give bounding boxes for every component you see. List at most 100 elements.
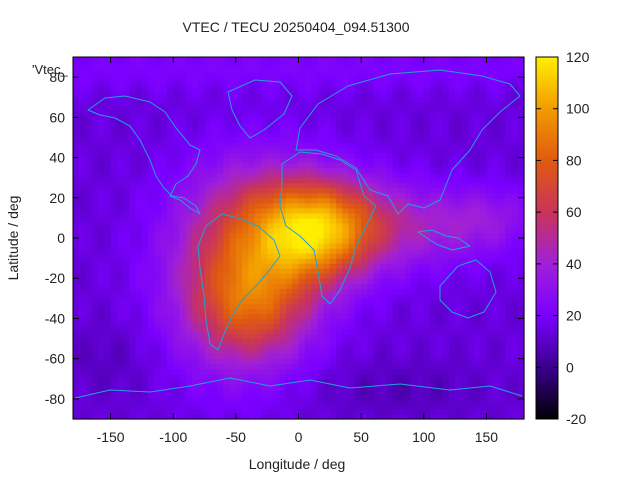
heatmap-cell — [185, 283, 193, 289]
heatmap-cell — [442, 253, 450, 259]
heatmap-cell — [304, 243, 312, 249]
heatmap-cell — [298, 338, 306, 345]
heatmap-cell — [398, 152, 406, 159]
heatmap-cell — [98, 102, 105, 108]
heatmap-cell — [248, 102, 256, 108]
heatmap-cell — [304, 263, 312, 269]
heatmap-cell — [498, 157, 506, 164]
heatmap-cell — [423, 238, 431, 244]
heatmap-cell — [304, 373, 312, 380]
heatmap-cell — [379, 338, 387, 345]
heatmap-cell — [273, 288, 281, 294]
heatmap-cell — [379, 157, 387, 164]
heatmap-cell — [423, 263, 431, 269]
heatmap-cell — [367, 227, 375, 234]
heatmap-cell — [517, 117, 525, 123]
heatmap-cell — [210, 232, 218, 239]
heatmap-cell — [123, 172, 130, 179]
heatmap-cell — [361, 368, 368, 375]
heatmap-cell — [185, 333, 193, 340]
heatmap-cell — [348, 383, 356, 390]
heatmap-cell — [116, 152, 124, 159]
heatmap-cell — [192, 182, 199, 189]
heatmap-cell — [160, 162, 168, 169]
heatmap-cell — [436, 112, 444, 118]
heatmap-cell — [448, 132, 456, 139]
heatmap-cell — [304, 368, 312, 375]
heatmap-cell — [79, 378, 87, 385]
heatmap-cell — [254, 117, 262, 123]
heatmap-cell — [173, 202, 181, 209]
heatmap-cell — [442, 363, 450, 370]
heatmap-cell — [179, 283, 187, 289]
heatmap-cell — [192, 288, 199, 294]
heatmap-cell — [160, 368, 168, 375]
heatmap-cell — [210, 328, 218, 335]
heatmap-cell — [361, 77, 368, 83]
heatmap-cell — [361, 207, 368, 214]
heatmap-cell — [317, 403, 325, 410]
heatmap-cell — [79, 192, 87, 199]
heatmap-cell — [329, 253, 337, 259]
heatmap-cell — [386, 137, 394, 144]
heatmap-cell — [448, 413, 456, 420]
heatmap-cell — [116, 87, 124, 93]
heatmap-cell — [461, 308, 469, 315]
heatmap-cell — [329, 373, 337, 380]
heatmap-cell — [192, 82, 199, 88]
heatmap-cell — [267, 177, 275, 184]
heatmap-cell — [292, 227, 300, 234]
heatmap-cell — [511, 182, 519, 189]
heatmap-cell — [417, 92, 425, 98]
heatmap-cell — [336, 117, 343, 123]
heatmap-cell — [204, 227, 212, 234]
heatmap-cell — [461, 162, 469, 169]
heatmap-cell — [455, 388, 462, 395]
heatmap-cell — [430, 137, 437, 144]
heatmap-cell — [373, 308, 381, 315]
heatmap-cell — [298, 353, 306, 360]
heatmap-cell — [473, 338, 481, 345]
heatmap-cell — [317, 408, 325, 415]
heatmap-cell — [267, 207, 275, 214]
heatmap-cell — [323, 363, 331, 370]
heatmap-cell — [423, 207, 431, 214]
heatmap-cell — [248, 363, 256, 370]
heatmap-cell — [430, 87, 437, 93]
heatmap-cell — [411, 187, 419, 194]
heatmap-cell — [116, 333, 124, 340]
heatmap-cell — [166, 328, 174, 335]
heatmap-cell — [467, 398, 475, 405]
heatmap-cell — [317, 152, 325, 159]
heatmap-cell — [229, 398, 237, 405]
heatmap-cell — [498, 82, 506, 88]
heatmap-cell — [517, 137, 525, 144]
heatmap-cell — [379, 313, 387, 320]
heatmap-cell — [91, 172, 99, 179]
heatmap-cell — [417, 162, 425, 169]
heatmap-cell — [473, 207, 481, 214]
heatmap-cell — [154, 92, 162, 98]
heatmap-cell — [192, 373, 199, 380]
heatmap-cell — [417, 368, 425, 375]
heatmap-cell — [354, 273, 362, 279]
heatmap-cell — [98, 273, 105, 279]
heatmap-cell — [511, 303, 519, 309]
heatmap-cell — [260, 368, 268, 375]
heatmap-cell — [148, 318, 156, 325]
heatmap-cell — [73, 117, 80, 123]
heatmap-cell — [179, 182, 187, 189]
heatmap-cell — [342, 187, 350, 194]
heatmap-cell — [260, 187, 268, 194]
heatmap-cell — [486, 197, 494, 204]
heatmap-cell — [392, 137, 400, 144]
heatmap-cell — [498, 192, 506, 199]
heatmap-cell — [448, 373, 456, 380]
heatmap-cell — [386, 278, 394, 284]
heatmap-cell — [223, 338, 231, 345]
heatmap-cell — [498, 273, 506, 279]
heatmap-cell — [141, 368, 149, 375]
heatmap-cell — [279, 202, 287, 209]
heatmap-cell — [173, 263, 181, 269]
heatmap-cell — [116, 147, 124, 154]
